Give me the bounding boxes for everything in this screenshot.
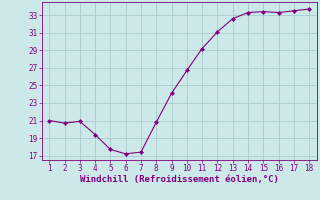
X-axis label: Windchill (Refroidissement éolien,°C): Windchill (Refroidissement éolien,°C) [80, 175, 279, 184]
